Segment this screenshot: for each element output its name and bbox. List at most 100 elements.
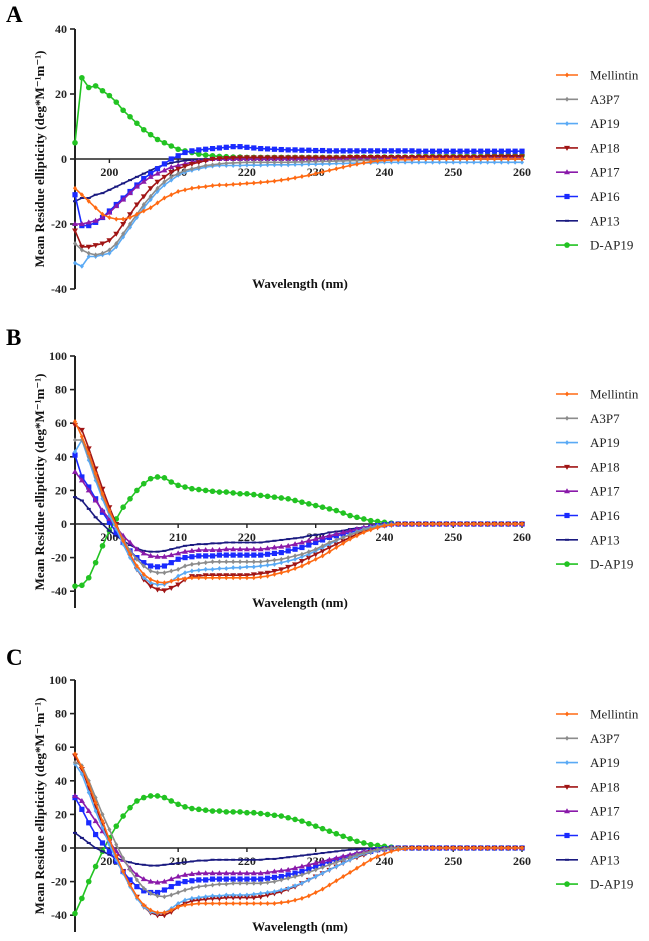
data-point	[250, 870, 257, 876]
data-point	[292, 562, 299, 568]
data-point	[348, 854, 353, 860]
data-point	[210, 162, 215, 168]
data-point	[155, 864, 160, 867]
data-point	[182, 548, 189, 554]
data-point	[175, 880, 181, 886]
data-point	[195, 486, 202, 493]
data-point	[326, 856, 333, 862]
data-point	[293, 162, 298, 168]
data-point	[298, 539, 305, 545]
data-point	[230, 144, 236, 150]
data-point	[313, 539, 319, 546]
legend-label: AP17	[590, 165, 620, 180]
data-point	[306, 869, 311, 875]
data-point	[313, 874, 318, 880]
data-point	[238, 163, 243, 168]
legend-marker	[564, 242, 570, 248]
data-point	[134, 563, 139, 569]
data-point	[189, 575, 194, 581]
data-point	[279, 560, 284, 566]
x-axis-label: Wavelength (nm)	[252, 276, 348, 291]
data-point	[86, 790, 91, 796]
data-point	[313, 159, 318, 165]
data-point	[238, 181, 243, 187]
data-point	[416, 148, 422, 154]
data-point	[244, 144, 250, 150]
data-point	[403, 846, 408, 852]
data-point	[189, 148, 195, 154]
data-point	[140, 178, 147, 184]
data-point	[148, 205, 153, 211]
data-point	[86, 781, 91, 787]
data-point	[120, 222, 127, 227]
series-ap17	[72, 792, 525, 885]
data-point	[491, 148, 498, 154]
data-point	[298, 155, 305, 161]
data-point	[313, 890, 318, 896]
data-point	[292, 541, 299, 547]
data-point	[93, 831, 99, 838]
data-point	[382, 846, 387, 852]
data-point	[154, 553, 161, 559]
data-point	[224, 566, 229, 572]
legend-label: AP18	[590, 779, 620, 794]
data-point	[169, 161, 174, 164]
data-point	[140, 876, 147, 882]
data-point	[216, 808, 223, 814]
data-point	[265, 562, 270, 568]
data-point	[320, 886, 325, 892]
data-point	[114, 534, 119, 537]
data-point	[409, 845, 414, 851]
data-point	[238, 900, 243, 906]
data-point	[79, 771, 84, 777]
legend-label: Mellintin	[590, 707, 639, 722]
data-point	[278, 567, 285, 573]
data-point	[382, 523, 387, 529]
data-point	[244, 162, 249, 168]
data-point	[299, 159, 304, 165]
data-point	[436, 148, 443, 154]
data-point	[320, 161, 325, 167]
data-point	[340, 148, 346, 154]
data-point	[320, 553, 325, 559]
data-point	[326, 545, 333, 551]
data-point	[313, 556, 318, 562]
data-point	[333, 507, 340, 514]
data-point	[305, 861, 312, 867]
data-point	[209, 157, 216, 162]
data-point	[327, 531, 332, 534]
data-point	[403, 159, 408, 165]
data-point	[244, 559, 249, 565]
data-point	[258, 876, 264, 882]
data-point	[327, 851, 332, 854]
data-point	[258, 900, 263, 906]
data-point	[403, 521, 408, 527]
data-point	[100, 491, 105, 497]
data-point	[133, 183, 140, 189]
data-point	[306, 159, 311, 165]
data-point	[133, 546, 140, 552]
data-point	[471, 156, 476, 162]
data-point	[168, 156, 174, 162]
data-point	[148, 193, 153, 199]
series-ap19	[73, 437, 524, 587]
data-point	[168, 164, 175, 170]
data-point	[154, 587, 161, 593]
data-point	[230, 155, 237, 161]
data-point	[341, 874, 346, 880]
data-point	[231, 900, 236, 906]
data-point	[312, 860, 319, 866]
data-point	[348, 163, 353, 168]
data-point	[155, 581, 160, 587]
data-point	[224, 541, 229, 544]
data-point	[217, 182, 222, 188]
data-point	[154, 179, 161, 185]
data-point	[175, 482, 181, 489]
y-tick-label: 20	[55, 483, 67, 497]
data-point	[92, 559, 99, 566]
data-point	[451, 156, 456, 162]
data-point	[154, 474, 161, 480]
data-point	[243, 895, 250, 901]
data-point	[189, 166, 194, 172]
data-point	[250, 546, 257, 552]
